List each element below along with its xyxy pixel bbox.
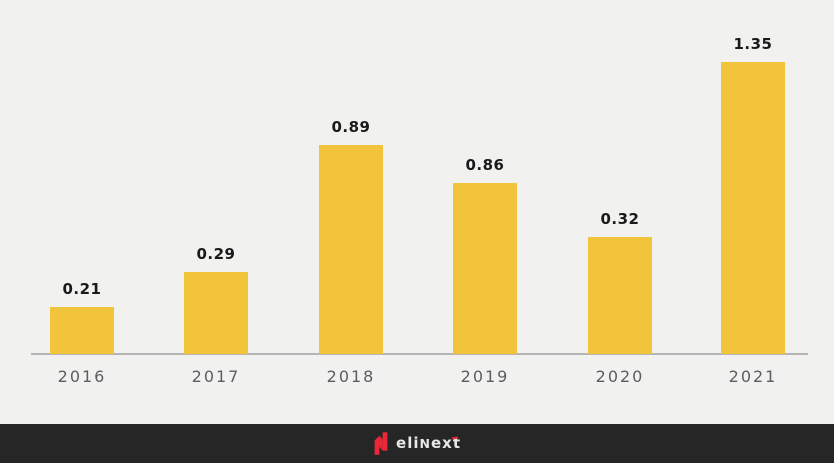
bar [588,237,652,354]
elinext-logo: eliNext [373,432,461,455]
bar-group: 0.86 2019 [453,156,517,386]
bar [50,307,114,354]
bar-group: 0.21 2016 [50,280,114,386]
x-axis-tick-label: 2019 [460,367,510,386]
x-axis-tick-label: 2021 [728,367,778,386]
x-axis-tick-label: 2016 [57,367,107,386]
bar-value-label: 0.89 [331,118,371,136]
x-axis-tick-label: 2017 [191,367,241,386]
logo-text-t: t [452,434,461,452]
logo-text-ex: ex [430,434,453,452]
bar [453,183,517,354]
bar-group: 1.35 2021 [721,35,785,386]
bar [184,272,248,354]
bar-group: 0.32 2020 [588,210,652,386]
elinext-logo-icon [373,432,388,455]
bar-value-label: 1.35 [733,35,773,53]
bar [319,145,383,354]
logo-text-n: N [419,436,431,451]
x-axis-tick-label: 2018 [326,367,376,386]
logo-text-eli: eli [396,434,420,452]
bar-group: 0.29 2017 [184,245,248,386]
bar-value-label: 0.21 [62,280,102,298]
x-axis-line [31,353,808,355]
x-axis-tick-label: 2020 [595,367,645,386]
bar-value-label: 0.29 [196,245,236,263]
footer-bar: eliNext [0,424,834,463]
elinext-logo-text: eliNext [396,436,461,451]
bar-group: 0.89 2018 [319,118,383,386]
bar [721,62,785,354]
bar-value-label: 0.32 [600,210,640,228]
bar-value-label: 0.86 [465,156,505,174]
